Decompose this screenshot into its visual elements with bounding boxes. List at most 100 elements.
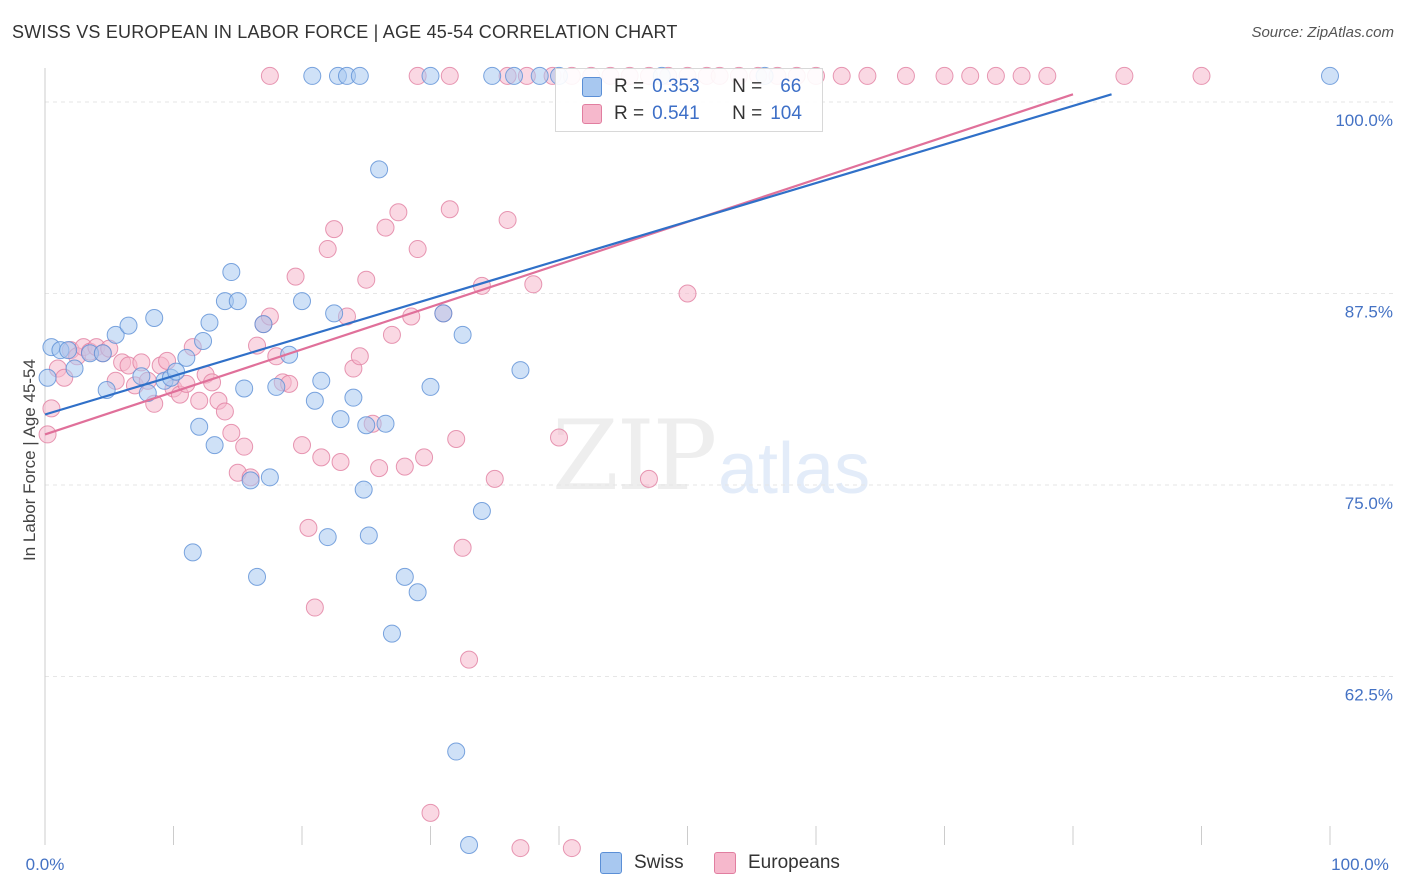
swiss-point bbox=[453, 325, 472, 344]
swiss-point bbox=[145, 308, 164, 327]
europeans-point bbox=[42, 399, 61, 418]
swiss-point bbox=[1321, 66, 1339, 85]
swiss-point bbox=[293, 292, 311, 311]
swiss-point bbox=[119, 316, 138, 335]
swiss-point bbox=[200, 313, 219, 332]
swiss-point bbox=[59, 341, 78, 360]
swiss-point bbox=[190, 417, 209, 436]
europeans-point bbox=[511, 839, 530, 858]
swiss-point bbox=[303, 66, 322, 85]
swiss-point bbox=[235, 379, 254, 398]
europeans-point bbox=[961, 66, 980, 85]
swiss-point bbox=[350, 66, 369, 85]
europeans-point bbox=[357, 270, 376, 289]
europeans-point bbox=[305, 598, 324, 617]
europeans-point bbox=[370, 459, 389, 478]
europeans-point bbox=[260, 66, 279, 85]
swiss-point bbox=[93, 344, 112, 363]
swiss-point bbox=[344, 388, 363, 407]
legend-item-europeans: Europeans bbox=[714, 852, 840, 874]
europeans-point bbox=[331, 453, 350, 471]
europeans-point bbox=[524, 275, 543, 294]
europeans-point bbox=[832, 66, 851, 85]
europeans-point bbox=[421, 803, 440, 822]
europeans-r-value: 0.541 bbox=[652, 103, 700, 124]
europeans-point bbox=[389, 203, 408, 222]
stats-legend: R = 0.353 N = 66 R = 0.541 N = 104 bbox=[555, 68, 823, 132]
x-tick-label: 0.0% bbox=[26, 855, 65, 874]
y-tick-label: 62.5% bbox=[1345, 685, 1393, 704]
swiss-point bbox=[132, 367, 151, 386]
swiss-point bbox=[222, 263, 241, 282]
europeans-point bbox=[1192, 66, 1211, 85]
europeans-point bbox=[395, 457, 414, 476]
swiss-n-label: N = bbox=[732, 76, 763, 97]
swiss-point bbox=[472, 502, 491, 521]
europeans-point bbox=[562, 839, 581, 858]
swiss-point bbox=[194, 331, 213, 350]
swiss-point bbox=[241, 471, 260, 490]
europeans-point bbox=[325, 220, 344, 239]
y-tick-label: 100.0% bbox=[1335, 111, 1393, 130]
swiss-point bbox=[447, 742, 466, 761]
europeans-point bbox=[408, 240, 427, 259]
swiss-point bbox=[376, 414, 395, 433]
europeans-point bbox=[190, 391, 209, 410]
swiss-point bbox=[359, 526, 378, 545]
swiss-point bbox=[421, 377, 440, 396]
europeans-point bbox=[350, 347, 369, 366]
chart-title: SWISS VS EUROPEAN IN LABOR FORCE | AGE 4… bbox=[12, 22, 678, 42]
watermark-zip: ZIP bbox=[552, 400, 717, 512]
swiss-legend-swatch bbox=[600, 852, 622, 874]
europeans-r-label: R = bbox=[614, 103, 645, 124]
swiss-point bbox=[530, 66, 549, 85]
europeans-point bbox=[1038, 66, 1057, 85]
europeans-point bbox=[986, 66, 1005, 85]
swiss-r-value: 0.353 bbox=[652, 76, 700, 97]
europeans-point bbox=[858, 66, 877, 85]
swiss-point bbox=[511, 361, 530, 380]
swiss-point bbox=[248, 567, 267, 586]
europeans-legend-swatch bbox=[714, 852, 736, 874]
europeans-point bbox=[498, 210, 517, 229]
swiss-point bbox=[434, 304, 453, 323]
swiss-point bbox=[228, 292, 247, 311]
swiss-point bbox=[183, 543, 202, 562]
swiss-swatch bbox=[582, 77, 602, 97]
europeans-point bbox=[1012, 66, 1031, 85]
europeans-point bbox=[639, 469, 658, 488]
y-tick-label: 87.5% bbox=[1345, 302, 1393, 321]
swiss-point bbox=[305, 391, 324, 410]
europeans-point bbox=[453, 538, 472, 557]
series-legend: Swiss Europeans bbox=[0, 852, 1406, 876]
europeans-trend-line bbox=[44, 93, 1074, 436]
europeans-point bbox=[550, 428, 568, 447]
legend-row-swiss: R = 0.353 N = 66 bbox=[556, 73, 801, 101]
swiss-point bbox=[205, 436, 224, 455]
swiss-point bbox=[106, 325, 125, 344]
europeans-n-label: N = bbox=[732, 103, 763, 124]
europeans-point bbox=[222, 423, 241, 442]
europeans-point bbox=[896, 66, 915, 85]
europeans-point bbox=[935, 66, 954, 85]
swiss-point bbox=[177, 348, 196, 367]
swiss-point bbox=[382, 624, 401, 643]
europeans-point bbox=[440, 66, 459, 85]
swiss-point bbox=[395, 567, 414, 586]
europeans-point bbox=[312, 448, 331, 467]
legend-item-swiss: Swiss bbox=[600, 852, 684, 874]
europeans-point bbox=[286, 267, 305, 286]
europeans-point bbox=[447, 430, 466, 449]
swiss-point bbox=[505, 66, 524, 85]
europeans-legend-label: Europeans bbox=[748, 852, 840, 873]
legend-row-europeans: R = 0.541 N = 104 bbox=[556, 100, 802, 128]
europeans-point bbox=[415, 448, 434, 467]
swiss-trend-line bbox=[44, 93, 1112, 416]
europeans-point bbox=[678, 284, 697, 303]
europeans-point bbox=[215, 402, 234, 421]
swiss-point bbox=[65, 359, 84, 378]
europeans-swatch bbox=[582, 104, 602, 124]
swiss-point bbox=[354, 480, 373, 499]
europeans-point bbox=[235, 437, 254, 456]
